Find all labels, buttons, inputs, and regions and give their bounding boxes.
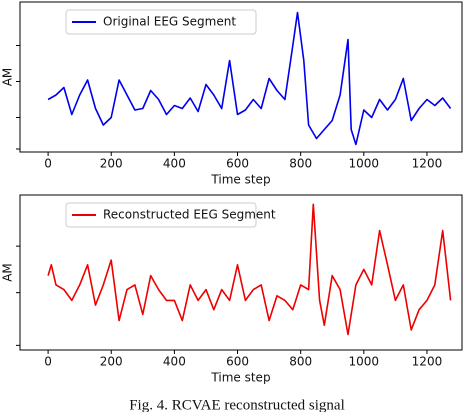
x-tick-label: 400 <box>163 157 186 171</box>
x-tick-label: 800 <box>289 157 312 171</box>
series-line <box>47 11 452 146</box>
x-tick-label: 400 <box>163 355 186 369</box>
x-tick-label: 800 <box>289 355 312 369</box>
x-tick-label: 1200 <box>412 355 443 369</box>
series-line <box>47 203 452 336</box>
x-axis-label: Time step <box>210 371 270 385</box>
x-tick-label: 1000 <box>349 355 380 369</box>
legend-box <box>65 9 257 35</box>
x-axis-label: Time step <box>210 173 270 187</box>
x-tick-label: 0 <box>44 157 52 171</box>
x-tick-label: 600 <box>226 355 249 369</box>
plot-frame <box>19 194 463 351</box>
legend-label: Reconstructed EEG Segment <box>103 208 276 222</box>
x-tick-label: 600 <box>226 157 249 171</box>
y-axis-label: AM <box>1 263 15 282</box>
x-tick-label: 200 <box>100 157 123 171</box>
x-tick-label: 200 <box>100 355 123 369</box>
plot-frame <box>19 1 463 153</box>
x-tick-label: 1000 <box>349 157 380 171</box>
legend-box <box>65 202 257 228</box>
x-tick-label: 0 <box>44 355 52 369</box>
caption: Fig. 4. RCVAE reconstructed signal <box>129 397 345 412</box>
legend-label: Original EEG Segment <box>103 15 236 29</box>
x-tick-label: 1200 <box>412 157 443 171</box>
y-axis-label: AM <box>1 68 15 87</box>
